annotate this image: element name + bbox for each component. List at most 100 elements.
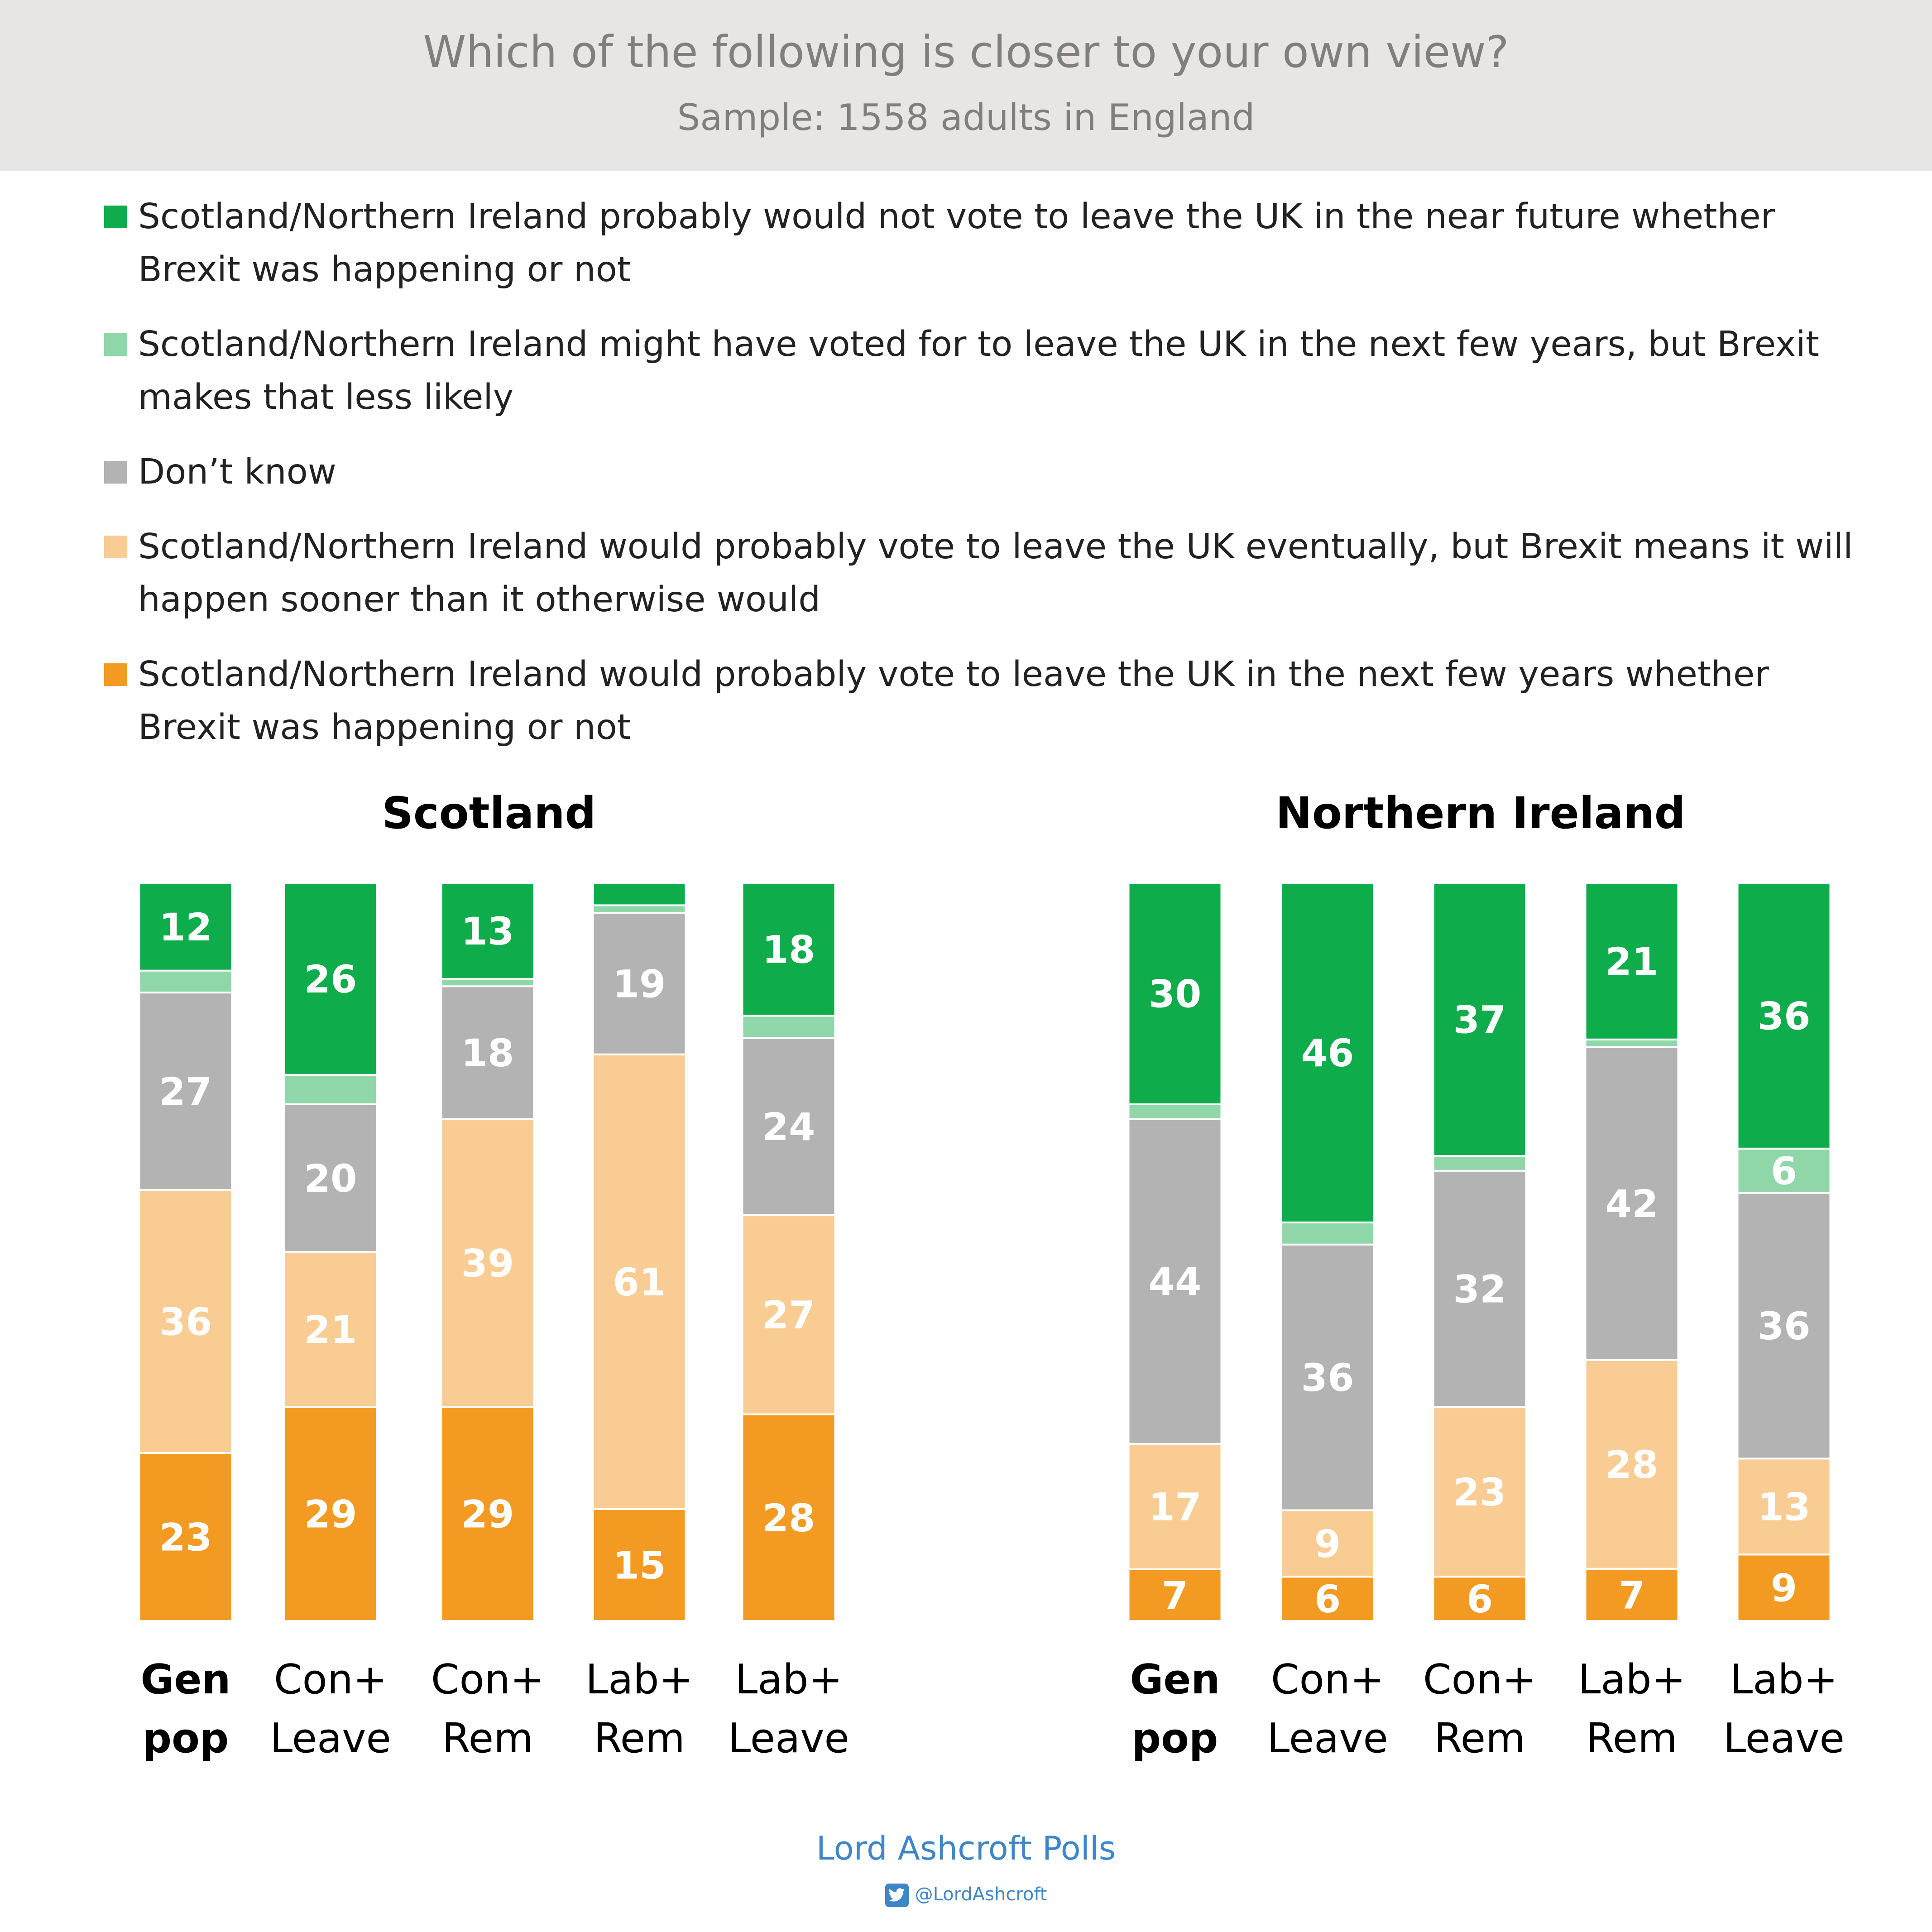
bar-segment	[1280, 1576, 1375, 1622]
data-label: 6	[1771, 1149, 1797, 1194]
panel-title-northern-ireland: Northern Ireland	[1275, 788, 1686, 839]
legend-item: Scotland/Northern Ireland would probably…	[104, 520, 1870, 626]
data-label: 15	[613, 1544, 666, 1588]
data-label: 29	[461, 1492, 514, 1537]
bar-segment	[592, 911, 687, 1055]
legend-label: Scotland/Northern Ireland might have vot…	[138, 324, 1819, 417]
bar-segment	[440, 978, 535, 988]
data-label: 36	[1301, 1356, 1354, 1400]
data-label: 37	[1453, 998, 1506, 1042]
data-label: 46	[1301, 1031, 1354, 1075]
bar-segment	[741, 1015, 836, 1039]
bar-segment	[592, 1053, 687, 1510]
data-label: 18	[762, 928, 815, 972]
bar-segment	[283, 1074, 378, 1106]
twitter-icon[interactable]	[885, 1884, 909, 1907]
bar-segment	[1736, 1192, 1831, 1460]
data-label: 7	[1162, 1573, 1188, 1618]
data-label: 29	[304, 1492, 357, 1537]
legend-item: Scotland/Northern Ireland might have vot…	[104, 318, 1870, 424]
bar-segment	[1584, 882, 1679, 1040]
bar-segment	[1584, 1038, 1679, 1048]
data-label: 61	[613, 1260, 666, 1304]
data-label: 36	[1758, 994, 1811, 1038]
data-label: 26	[304, 957, 357, 1002]
category-label: Rem	[1586, 1715, 1678, 1762]
category-label: Leave	[270, 1715, 391, 1762]
brand-name: Lord Ashcroft Polls	[816, 1829, 1116, 1867]
data-label: 7	[1619, 1573, 1645, 1617]
category-label: Rem	[594, 1715, 685, 1762]
data-label: 6	[1314, 1577, 1341, 1621]
bar-segment	[1127, 1118, 1222, 1445]
bar-segment	[138, 992, 233, 1191]
header-banner: Which of the following is closer to your…	[0, 0, 1932, 171]
category-label: Lab+	[1578, 1656, 1686, 1703]
data-label: 36	[1758, 1304, 1811, 1348]
bar-segment	[592, 1508, 687, 1622]
legend: Scotland/Northern Ireland probably would…	[104, 190, 1870, 776]
bar-segment	[440, 882, 535, 980]
bar-segment	[1127, 1568, 1222, 1622]
data-label: 9	[1771, 1566, 1797, 1611]
data-label: 13	[461, 909, 514, 954]
twitter-handle[interactable]: @LordAshcroft	[915, 1884, 1047, 1905]
bar-segment	[1280, 882, 1375, 1223]
legend-label: Don’t know	[138, 452, 336, 492]
data-label: 18	[461, 1031, 514, 1075]
bar-segment	[741, 1214, 836, 1415]
legend-swatch	[104, 206, 127, 228]
bar-segment	[283, 882, 378, 1076]
bar-segment	[741, 882, 836, 1017]
bar-segment	[1432, 882, 1527, 1157]
data-label: 27	[159, 1069, 212, 1114]
bar-segment	[283, 1251, 378, 1408]
legend-label: Scotland/Northern Ireland would probably…	[138, 527, 1853, 620]
legend-item: Scotland/Northern Ireland would probably…	[104, 648, 1870, 754]
data-label: 21	[304, 1308, 357, 1352]
data-label: 39	[461, 1241, 514, 1285]
data-label: 28	[1606, 1443, 1659, 1487]
bar-segment	[440, 1118, 535, 1408]
chart-title: Which of the following is closer to your…	[423, 27, 1509, 77]
data-label: 28	[762, 1496, 815, 1540]
category-label: Leave	[1267, 1715, 1388, 1762]
category-label: Con+	[1423, 1656, 1536, 1703]
bar-segment	[1280, 1221, 1375, 1246]
bar-segment	[1736, 1147, 1831, 1194]
data-label: 24	[762, 1105, 815, 1149]
data-label: 17	[1149, 1485, 1202, 1529]
bar-segment	[1127, 882, 1222, 1105]
twitter-handle-row: @LordAshcroft	[0, 1884, 1932, 1907]
data-label: 20	[304, 1156, 357, 1201]
category-label: Con+	[274, 1656, 387, 1703]
bar-segment	[138, 969, 233, 994]
data-label: 27	[762, 1293, 815, 1338]
bar-segment	[592, 904, 687, 914]
legend-swatch	[104, 536, 127, 558]
bar-segment	[741, 1413, 836, 1622]
chart-subtitle: Sample: 1558 adults in England	[677, 96, 1255, 139]
data-label: 23	[1453, 1470, 1506, 1515]
data-label: 13	[1758, 1485, 1811, 1529]
category-label: Con+	[431, 1656, 544, 1703]
category-label: Rem	[442, 1715, 533, 1762]
data-label: 30	[1149, 972, 1202, 1016]
bar-segment	[1584, 1046, 1679, 1361]
bar-segment	[138, 1452, 233, 1622]
category-label: Gen	[141, 1656, 231, 1703]
category-label: Rem	[1434, 1715, 1525, 1762]
data-label: 44	[1149, 1260, 1202, 1304]
bar-segment	[440, 1406, 535, 1622]
category-label: Lab+	[585, 1656, 693, 1703]
data-label: 12	[159, 905, 212, 949]
bar-segment	[283, 1103, 378, 1253]
legend-label: Scotland/Northern Ireland would probably…	[138, 654, 1769, 748]
data-label: 42	[1606, 1182, 1659, 1226]
legend-swatch	[104, 663, 127, 686]
legend-item: Don’t know	[104, 446, 1870, 499]
data-label: 19	[613, 962, 666, 1006]
panel-title-scotland: Scotland	[382, 788, 596, 839]
legend-swatch	[104, 461, 127, 484]
bar-segment	[1736, 1553, 1831, 1622]
